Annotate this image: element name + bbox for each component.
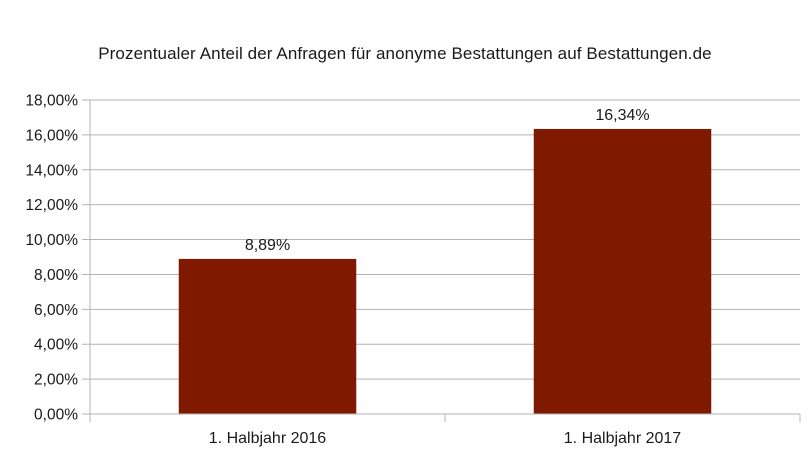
y-tick-label: 14,00%: [25, 162, 78, 179]
bar: [178, 258, 357, 414]
y-tick-label: 0,00%: [34, 407, 78, 424]
y-tick-label: 2,00%: [34, 372, 78, 389]
x-tick-label: 1. Halbjahr 2016: [209, 430, 327, 447]
x-tick-label: 1. Halbjahr 2017: [564, 430, 682, 447]
y-tick-label: 12,00%: [25, 197, 78, 214]
y-tick-label: 16,00%: [25, 127, 78, 144]
y-tick-label: 4,00%: [34, 337, 78, 354]
chart-title: Prozentualer Anteil der Anfragen für ano…: [98, 44, 712, 63]
y-tick-label: 8,00%: [34, 267, 78, 284]
y-tick-label: 6,00%: [34, 302, 78, 319]
data-label: 8,89%: [245, 237, 290, 254]
y-tick-label: 10,00%: [25, 232, 78, 249]
data-label: 16,34%: [595, 107, 649, 124]
y-tick-label: 18,00%: [25, 93, 78, 110]
bar: [533, 128, 712, 415]
